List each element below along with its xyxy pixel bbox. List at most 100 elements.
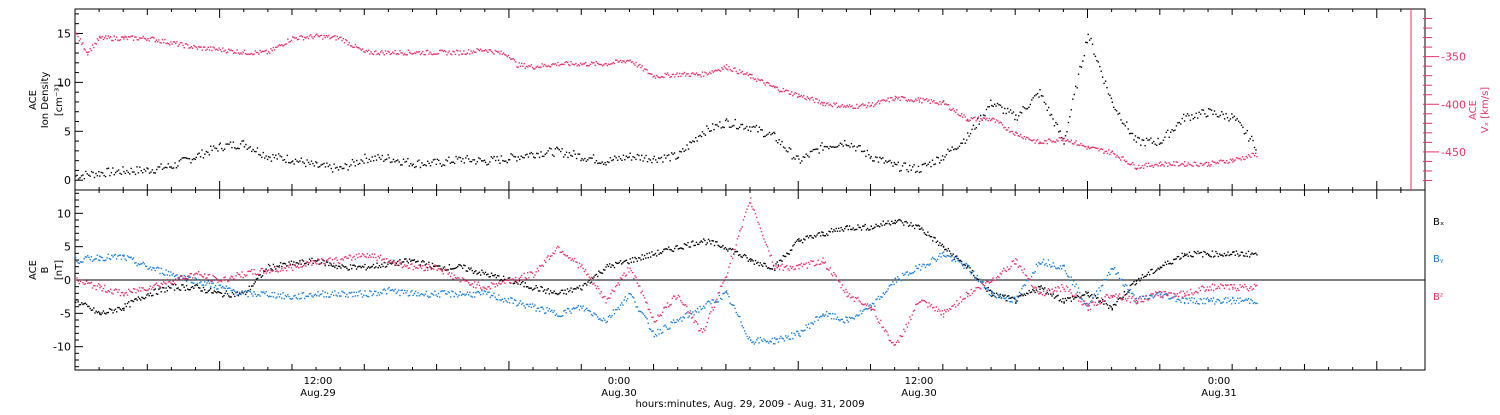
data-point	[821, 142, 822, 143]
data-point	[1073, 298, 1074, 299]
data-point	[1248, 140, 1249, 141]
data-point	[775, 339, 776, 340]
data-point	[386, 158, 387, 159]
data-point	[152, 37, 153, 38]
data-point	[1084, 294, 1085, 295]
data-point	[421, 293, 422, 294]
data-point	[1212, 300, 1213, 301]
data-point	[244, 146, 245, 147]
data-point	[810, 322, 811, 323]
data-point	[734, 308, 735, 309]
data-point	[75, 175, 76, 176]
data-point	[840, 319, 841, 320]
data-point	[756, 217, 757, 218]
data-point	[198, 287, 199, 288]
data-point	[1045, 140, 1046, 141]
data-point	[822, 105, 823, 106]
data-point	[538, 290, 539, 291]
data-point	[299, 160, 300, 161]
data-point	[1178, 256, 1179, 257]
data-point	[79, 283, 80, 284]
data-point	[689, 76, 690, 77]
data-point	[798, 96, 799, 97]
data-point	[1173, 161, 1174, 162]
data-point	[114, 310, 115, 311]
data-point	[569, 257, 570, 258]
data-point	[315, 260, 316, 261]
data-point	[141, 287, 142, 288]
data-point	[727, 69, 728, 70]
data-point	[402, 289, 403, 290]
data-point	[363, 266, 364, 267]
data-point	[1009, 301, 1010, 302]
data-point	[898, 278, 899, 279]
data-point	[1063, 265, 1064, 266]
data-point	[321, 293, 322, 294]
data-point	[973, 125, 974, 126]
data-point	[413, 295, 414, 296]
data-point	[605, 63, 606, 64]
data-point	[726, 290, 727, 291]
data-point	[388, 287, 389, 288]
data-point	[511, 58, 512, 59]
data-point	[267, 271, 268, 272]
data-point	[1247, 157, 1248, 158]
data-point	[108, 312, 109, 313]
data-point	[901, 280, 902, 281]
data-point	[450, 162, 451, 163]
data-point	[991, 119, 992, 120]
data-point	[282, 270, 283, 271]
data-point	[533, 276, 534, 277]
data-point	[125, 173, 126, 174]
data-point	[1018, 266, 1019, 267]
data-point	[262, 292, 263, 293]
data-point	[308, 162, 309, 163]
data-point	[554, 253, 555, 254]
data-point	[1039, 141, 1040, 142]
data-point	[696, 72, 697, 73]
data-point	[200, 274, 201, 275]
data-point	[471, 161, 472, 162]
data-point	[1148, 163, 1149, 164]
data-point	[1101, 285, 1102, 286]
data-point	[837, 316, 838, 317]
data-point	[968, 265, 969, 266]
data-point	[468, 294, 469, 295]
data-point	[1137, 279, 1138, 280]
data-point	[430, 165, 431, 166]
data-point	[896, 221, 897, 222]
data-point	[767, 82, 768, 83]
data-point	[497, 275, 498, 276]
data-point	[715, 301, 716, 302]
data-point	[731, 249, 732, 250]
data-point	[698, 330, 699, 331]
data-point	[1255, 153, 1256, 154]
data-point	[479, 285, 480, 286]
data-point	[237, 148, 238, 149]
data-point	[1007, 129, 1008, 130]
data-point	[590, 64, 591, 65]
data-point	[1157, 165, 1158, 166]
data-point	[1225, 113, 1226, 114]
data-point	[316, 260, 317, 261]
data-point	[679, 296, 680, 297]
data-point	[382, 259, 383, 260]
data-point	[758, 79, 759, 80]
data-point	[98, 40, 99, 41]
data-point	[711, 299, 712, 300]
data-point	[1231, 303, 1232, 304]
data-point	[194, 273, 195, 274]
data-point	[490, 288, 491, 289]
data-point	[989, 294, 990, 295]
data-point	[478, 49, 479, 50]
data-point	[781, 91, 782, 92]
data-point	[482, 160, 483, 161]
data-point	[190, 273, 191, 274]
data-point	[821, 231, 822, 232]
data-point	[1047, 292, 1048, 293]
data-point	[755, 78, 756, 79]
data-point	[1092, 147, 1093, 148]
data-point	[413, 269, 414, 270]
data-point	[451, 290, 452, 291]
data-point	[343, 168, 344, 169]
